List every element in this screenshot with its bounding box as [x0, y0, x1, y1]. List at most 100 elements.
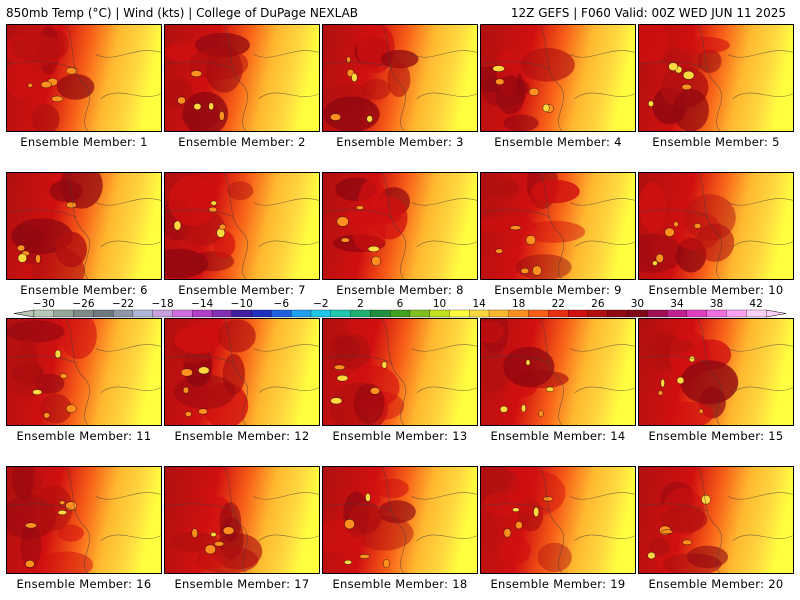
border-line: [323, 209, 393, 218]
colorbar-right-arrow: [765, 309, 786, 318]
border-line: [411, 344, 477, 352]
terrain-spot: [533, 506, 540, 517]
warm-core-region: [639, 182, 667, 232]
border-line: [569, 344, 635, 352]
panel-label: Ensemble Member: 4: [494, 135, 622, 149]
terrain-spot: [367, 245, 380, 252]
ensemble-map: [638, 318, 794, 426]
border-line: [416, 386, 477, 393]
ensemble-panel: Ensemble Member: 6: [6, 172, 162, 300]
border-line: [639, 209, 709, 218]
warm-core-region: [639, 25, 669, 64]
colorbar-segment: [310, 309, 332, 318]
terrain-spot: [344, 559, 352, 565]
map-field-svg: [481, 25, 635, 131]
warm-core-region: [197, 553, 226, 570]
terrain-spot: [185, 411, 192, 417]
warm-core-region: [60, 173, 103, 209]
border-line: [539, 173, 564, 279]
border-line: [727, 50, 793, 58]
border-line: [258, 386, 319, 393]
terrain-spot: [661, 529, 673, 534]
terrain-spot: [51, 95, 64, 103]
border-line: [165, 355, 235, 364]
warm-core-region: [7, 34, 66, 66]
terrain-spot: [344, 519, 355, 530]
warm-core-region: [523, 220, 586, 243]
warm-core-region: [174, 325, 222, 354]
warm-core-region: [11, 34, 65, 63]
ensemble-panel: Ensemble Member: 9: [480, 172, 636, 300]
ensemble-map: [322, 466, 478, 574]
map-field-svg: [639, 173, 793, 279]
terrain-spot: [27, 83, 33, 88]
colorbar-segment: [132, 309, 154, 318]
colorbar-tick-label: −14: [191, 298, 213, 310]
border-line: [539, 25, 564, 131]
colorbar-segment: [746, 309, 767, 318]
colorbar-segment: [53, 309, 75, 318]
panel-label: Ensemble Member: 1: [20, 135, 148, 149]
border-line: [100, 240, 161, 247]
border-line: [223, 467, 248, 573]
terrain-spot: [180, 368, 193, 377]
border-line: [100, 534, 161, 541]
ensemble-map: [638, 24, 794, 132]
colorbar-tick-label: 26: [591, 298, 605, 310]
terrain-spot: [521, 404, 526, 413]
ensemble-panel: Ensemble Member: 10: [638, 172, 794, 300]
border-line: [65, 319, 90, 425]
terrain-spot: [193, 103, 202, 110]
ensemble-panel: Ensemble Member: 5: [638, 24, 794, 152]
chart-title: 850mb Temp (°C) | Wind (kts) | College o…: [6, 6, 359, 20]
terrain-spot: [689, 355, 696, 363]
ensemble-panel: Ensemble Member: 15: [638, 318, 794, 446]
terrain-spot: [198, 408, 208, 415]
colorbar-left-arrow: [14, 309, 35, 318]
panel-label: Ensemble Member: 19: [490, 577, 626, 591]
warm-core-region: [20, 521, 42, 570]
terrain-spot: [214, 541, 225, 547]
warm-core-region: [537, 542, 572, 573]
terrain-spot: [57, 510, 67, 516]
warm-core-region: [7, 59, 36, 99]
warm-core-region: [667, 401, 714, 425]
border-line: [223, 25, 248, 131]
terrain-spot: [32, 389, 43, 395]
colorbar-tick-label: −18: [152, 298, 174, 310]
panel-label: Ensemble Member: 18: [332, 577, 468, 591]
warm-core-region: [387, 61, 411, 98]
colorbar-segment: [647, 309, 668, 318]
colorbar-segment: [172, 309, 193, 318]
terrain-spot: [210, 200, 217, 206]
terrain-spot: [495, 248, 503, 254]
panel-label: Ensemble Member: 5: [652, 135, 780, 149]
panel-label: Ensemble Member: 2: [178, 135, 306, 149]
terrain-spot: [495, 78, 505, 86]
border-line: [727, 198, 793, 206]
terrain-spot: [359, 554, 370, 559]
warm-core-region: [520, 47, 575, 82]
warm-core-region: [652, 234, 679, 261]
terrain-spot: [210, 532, 217, 537]
warm-core-region: [530, 179, 580, 204]
map-field-svg: [323, 467, 477, 573]
terrain-spot: [694, 223, 702, 229]
terrain-spot: [383, 559, 390, 568]
border-line: [416, 534, 477, 541]
warm-core-region: [639, 337, 695, 355]
warm-core-region: [374, 478, 409, 499]
terrain-spot: [355, 205, 365, 210]
warm-core-region: [182, 91, 229, 131]
border-line: [569, 492, 635, 500]
panel-label: Ensemble Member: 17: [174, 577, 310, 591]
border-line: [95, 198, 161, 206]
ensemble-map: [322, 172, 478, 280]
ensemble-panel: Ensemble Member: 19: [480, 466, 636, 594]
terrain-spot: [204, 544, 216, 555]
terrain-spot: [512, 507, 520, 512]
terrain-spot: [492, 65, 505, 72]
terrain-spot: [660, 378, 665, 388]
border-line: [258, 534, 319, 541]
border-line: [253, 492, 319, 500]
